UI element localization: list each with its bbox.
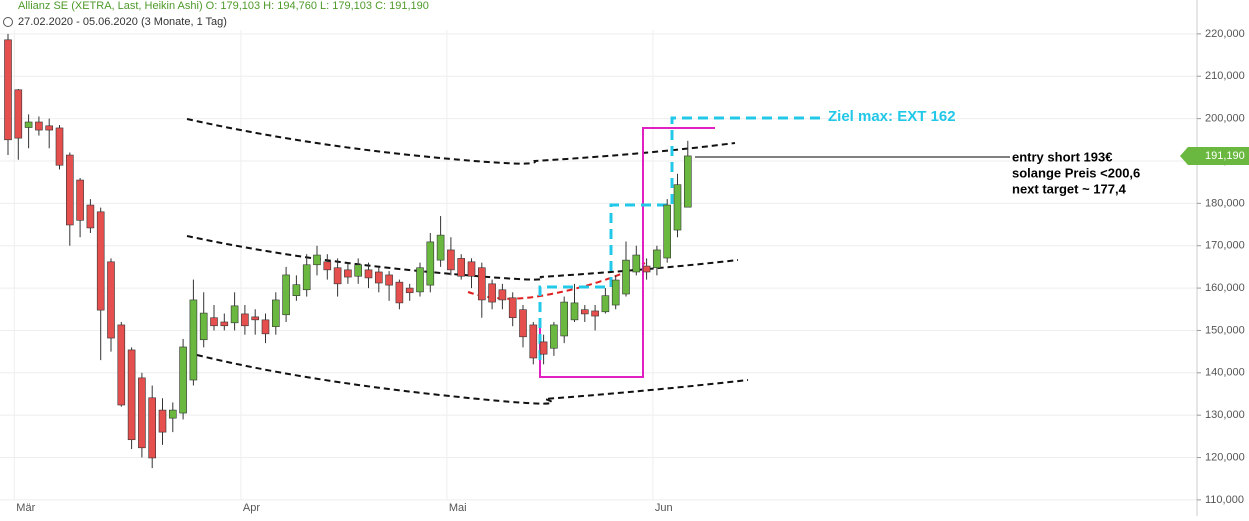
- candle-body: [230, 305, 239, 324]
- stop-note: solange Preis <200,6: [1012, 165, 1140, 180]
- candle-body: [488, 283, 496, 303]
- candle-body: [560, 301, 569, 337]
- candle-body: [364, 269, 373, 279]
- x-tick-label: Jun: [655, 502, 673, 514]
- candle-body: [14, 89, 23, 139]
- candle-body: [210, 317, 218, 327]
- candle-body: [313, 254, 321, 266]
- y-tick-label: 120,000: [1205, 451, 1245, 463]
- candle-body: [189, 299, 198, 381]
- candle-body: [148, 397, 156, 459]
- candle-body: [374, 271, 383, 284]
- candle-body: [169, 409, 177, 419]
- entry-note: entry short 193€: [1012, 149, 1112, 164]
- last-price-label: 191,190: [1205, 150, 1245, 162]
- candle-body: [86, 204, 95, 229]
- candle-body: [529, 324, 538, 359]
- candle-body: [508, 297, 517, 319]
- candle-body: [580, 309, 589, 315]
- last-price-badge: [1180, 146, 1249, 165]
- candle-body: [282, 274, 290, 316]
- candle-body: [683, 155, 692, 208]
- candle-body: [292, 284, 301, 297]
- candle-body: [498, 289, 507, 301]
- candle-body: [416, 267, 424, 293]
- x-tick-label: Mär: [16, 502, 35, 514]
- candle-body: [385, 274, 393, 286]
- candle-body: [261, 319, 270, 335]
- candle-body: [117, 324, 126, 406]
- y-tick-label: 140,000: [1205, 367, 1245, 379]
- chart-subtitle: 27.02.2020 - 05.06.2020 (3 Monate, 1 Tag…: [18, 16, 227, 28]
- candle-body: [158, 409, 167, 433]
- candle-body: [344, 269, 352, 278]
- candle-body: [622, 259, 630, 295]
- candle-body: [539, 341, 548, 355]
- candle-body: [96, 211, 105, 311]
- candles: [4, 33, 692, 469]
- candle-body: [323, 261, 332, 271]
- candle-body: [199, 312, 208, 341]
- candle-body: [436, 234, 445, 261]
- channel-lines: [186, 118, 749, 405]
- candle-body: [467, 261, 476, 277]
- candle-body: [55, 127, 64, 166]
- candle-body: [271, 299, 280, 327]
- candle-body: [138, 377, 146, 449]
- candle-body: [591, 310, 599, 317]
- candle-body: [447, 249, 455, 271]
- candle-body: [220, 321, 229, 327]
- candle-body: [251, 316, 259, 321]
- candle-body: [673, 184, 682, 231]
- candle-body: [4, 39, 12, 141]
- candle-body: [519, 309, 527, 338]
- candle-body: [395, 281, 404, 304]
- candle-body: [107, 261, 115, 339]
- candle-body: [632, 254, 641, 273]
- clock-icon: [3, 17, 13, 27]
- candle-body: [179, 346, 187, 414]
- candle-body: [302, 264, 311, 291]
- y-tick-label: 160,000: [1205, 282, 1245, 294]
- x-tick-label: Mai: [449, 502, 467, 514]
- candle-body: [66, 154, 74, 226]
- lower-channel: [196, 354, 749, 405]
- candle-body: [354, 264, 363, 277]
- y-tick-label: 130,000: [1205, 409, 1245, 421]
- candle-body: [333, 267, 342, 285]
- candle-body: [550, 324, 558, 349]
- y-tick-label: 110,000: [1205, 494, 1244, 506]
- target-steps: [538, 116, 820, 360]
- y-tick-label: 200,000: [1205, 113, 1245, 125]
- candle-body: [601, 295, 610, 313]
- y-tick-label: 210,000: [1205, 70, 1245, 82]
- y-tick-label: 220,000: [1205, 28, 1245, 40]
- candle-body: [24, 121, 33, 128]
- candle-body: [611, 279, 620, 306]
- candle-body: [570, 302, 579, 321]
- candle-body: [35, 121, 43, 131]
- candle-body: [457, 258, 466, 277]
- candle-body: [653, 249, 661, 269]
- grid: [0, 30, 1197, 501]
- target-note: Ziel max: EXT 162: [828, 108, 956, 125]
- y-tick-label: 170,000: [1205, 240, 1245, 252]
- next-target-note: next target ~ 177,4: [1012, 181, 1127, 196]
- upper-channel: [186, 118, 736, 165]
- candle-body: [477, 267, 486, 301]
- candle-body: [426, 241, 435, 286]
- candle-body: [127, 349, 136, 441]
- candle-body: [663, 204, 672, 259]
- candle-body: [76, 179, 84, 221]
- chart-title: Allianz SE (XETRA, Last, Heikin Ashi) O:…: [18, 0, 429, 12]
- candle-body: [642, 265, 651, 273]
- x-tick-label: Apr: [243, 502, 260, 514]
- y-tick-label: 150,000: [1205, 324, 1245, 336]
- candle-body: [405, 287, 414, 294]
- y-tick-label: 180,000: [1205, 197, 1245, 209]
- candle-body: [45, 125, 54, 131]
- candle-body: [241, 313, 249, 327]
